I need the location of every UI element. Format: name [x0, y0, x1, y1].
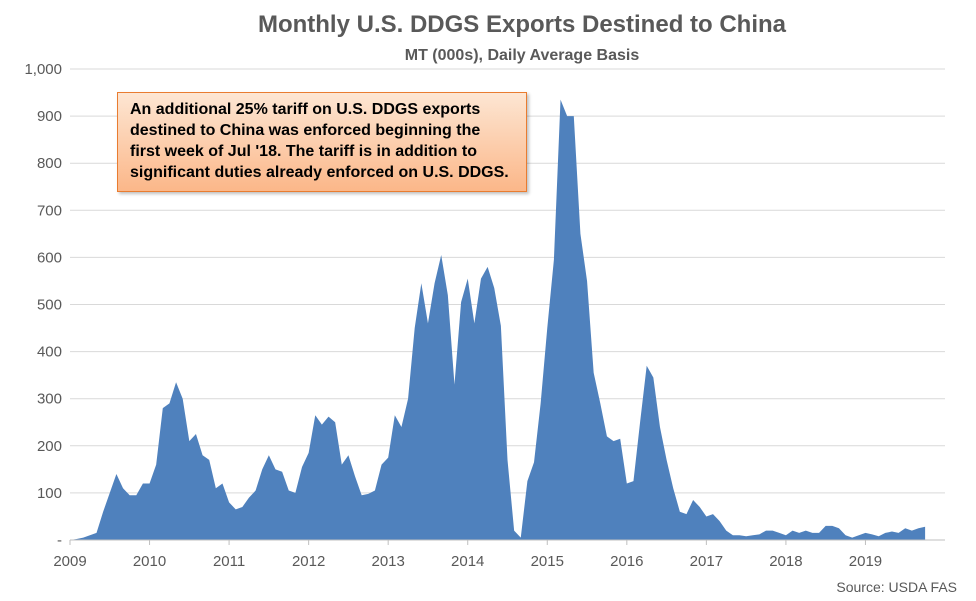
y-tick-label: 1,000 — [24, 61, 62, 78]
x-tick-label: 2018 — [769, 553, 802, 570]
annotation-line-4: significant duties already enforced on U… — [130, 164, 509, 181]
y-tick-label: 100 — [37, 485, 62, 502]
x-tick-label: 2013 — [371, 553, 404, 570]
chart-title: Monthly U.S. DDGS Exports Destined to Ch… — [258, 11, 787, 38]
x-tick-label: 2014 — [451, 553, 484, 570]
y-tick-label: - — [57, 532, 62, 549]
x-tick-label: 2009 — [53, 553, 86, 570]
y-tick-label: 200 — [37, 438, 62, 455]
y-tick-label: 300 — [37, 391, 62, 408]
x-tick-label: 2019 — [849, 553, 882, 570]
x-tick-label: 2012 — [292, 553, 325, 570]
annotation-line-1: An additional 25% tariff on U.S. DDGS ex… — [130, 101, 481, 118]
y-tick-label: 900 — [37, 108, 62, 125]
series-area — [70, 99, 926, 541]
x-tick-label: 2016 — [610, 553, 643, 570]
y-tick-label: 600 — [37, 249, 62, 266]
x-tick-label: 2017 — [690, 553, 723, 570]
y-tick-label: 800 — [37, 155, 62, 172]
x-axis-tick-labels: 2009 2010 2011 2012 2013 2014 2015 2016 2017 2018… — [53, 540, 882, 570]
x-tick-label: 2010 — [133, 553, 166, 570]
x-tick-label: 2015 — [531, 553, 564, 570]
annotation-line-3: first week of Jul '18. The tariff is in … — [130, 143, 477, 160]
y-axis-tick-labels: - 100 200 300 400 500 600 700 800 900 1,000 — [24, 61, 62, 549]
annotation-line-2: destined to China was enforced beginning… — [130, 122, 481, 139]
chart-subtitle: MT (000s), Daily Average Basis — [405, 47, 640, 64]
y-tick-label: 500 — [37, 297, 62, 314]
source-note: Source: USDA FAS — [836, 579, 957, 595]
annotation-box: An additional 25% tariff on U.S. DDGS ex… — [117, 92, 527, 192]
x-tick-label: 2011 — [213, 553, 245, 570]
y-tick-label: 400 — [37, 344, 62, 361]
y-tick-label: 700 — [37, 202, 62, 219]
